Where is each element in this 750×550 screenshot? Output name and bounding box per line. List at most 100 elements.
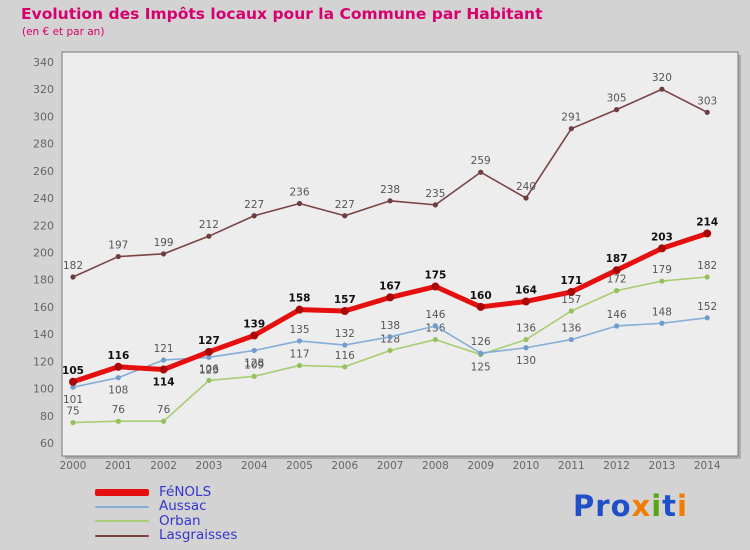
data-label: 138 <box>380 320 400 332</box>
data-point <box>431 282 440 291</box>
data-label: 303 <box>697 95 717 107</box>
data-label: 235 <box>425 188 445 200</box>
data-point <box>614 288 620 294</box>
data-point <box>387 347 393 354</box>
data-label: 114 <box>153 377 175 389</box>
data-label: 179 <box>652 264 672 276</box>
data-label: 126 <box>471 336 491 348</box>
legend-label-fenols: FéNOLS <box>159 483 212 500</box>
data-label: 172 <box>607 274 627 286</box>
x-tick-label: 2010 <box>513 460 540 472</box>
series-Aussac: 101 108 121 123 128 135 132 138 146 126 130 136 146 1… <box>63 301 717 406</box>
data-point <box>161 357 167 363</box>
data-label: 320 <box>652 72 672 84</box>
proxiti-logo[interactable]: Proxiti <box>573 489 688 523</box>
y-tick-label: 100 <box>33 383 54 396</box>
data-point <box>70 274 76 280</box>
data-label: 108 <box>108 385 128 397</box>
data-label: 212 <box>199 219 219 231</box>
data-label: 236 <box>289 187 309 199</box>
data-point <box>523 336 529 343</box>
x-tick-label: 2012 <box>603 460 630 472</box>
data-label: 240 <box>516 181 536 193</box>
x-tick-label: 2008 <box>422 460 449 472</box>
data-label: 182 <box>697 260 717 272</box>
data-point <box>159 365 168 374</box>
data-point <box>567 287 576 296</box>
data-point <box>523 195 529 201</box>
data-label: 136 <box>425 323 445 335</box>
data-point <box>251 373 257 379</box>
legend-swatch-fenols <box>95 488 149 496</box>
y-tick-label: 120 <box>33 355 54 368</box>
data-label: 136 <box>561 323 581 335</box>
data-point <box>612 266 621 275</box>
data-point <box>703 229 712 238</box>
data-label: 164 <box>515 284 537 296</box>
data-point <box>69 377 77 386</box>
x-tick-label: 2005 <box>286 460 313 472</box>
data-label: 160 <box>470 290 492 302</box>
data-label: 259 <box>471 155 491 167</box>
data-label: 203 <box>651 231 673 243</box>
data-label: 238 <box>380 184 400 196</box>
y-tick-label: 180 <box>33 274 54 287</box>
data-label: 175 <box>424 270 446 282</box>
data-label: 121 <box>154 343 174 355</box>
data-point <box>342 364 348 370</box>
data-label: 106 <box>199 363 219 375</box>
data-label: 109 <box>244 359 264 371</box>
data-point <box>657 244 666 253</box>
y-tick-label: 280 <box>33 138 54 151</box>
data-label: 128 <box>244 357 264 369</box>
data-label: 130 <box>516 355 536 367</box>
data-label: 158 <box>289 293 311 305</box>
data-point <box>296 338 303 344</box>
data-label: 157 <box>334 294 356 306</box>
data-label: 187 <box>606 253 628 265</box>
data-label: 182 <box>63 260 83 272</box>
y-tick-label: 60 <box>40 437 54 450</box>
data-point <box>115 418 121 424</box>
data-point <box>478 350 484 356</box>
data-label: 132 <box>335 328 355 340</box>
data-point <box>568 308 574 314</box>
data-label: 227 <box>244 199 264 211</box>
logo-letter: r <box>595 489 611 523</box>
data-label: 146 <box>607 309 627 321</box>
data-point <box>704 274 710 280</box>
x-tick-label: 2003 <box>196 460 223 472</box>
data-point <box>568 336 574 343</box>
chart-title: Evolution des Impôts locaux pour la Comm… <box>21 5 543 23</box>
data-label: 148 <box>652 306 672 318</box>
data-point <box>432 202 438 208</box>
logo-letter: P <box>572 489 596 523</box>
data-label: 146 <box>425 309 445 321</box>
legend-item-aussac: Aussac <box>95 500 237 513</box>
data-point <box>296 362 303 369</box>
data-point <box>340 307 349 316</box>
data-point <box>251 213 257 219</box>
legend-swatch-lasgraisses <box>95 534 149 537</box>
data-point <box>387 334 393 340</box>
data-point <box>342 213 348 219</box>
data-point <box>70 419 76 426</box>
data-point <box>206 377 212 384</box>
data-point <box>114 362 123 371</box>
y-tick-label: 340 <box>33 56 54 69</box>
data-point <box>659 320 665 326</box>
y-tick-label: 80 <box>40 410 54 423</box>
data-label: 171 <box>560 275 582 287</box>
legend-label-orban: Orban <box>159 512 201 529</box>
logo-letter: o <box>610 489 632 523</box>
data-point <box>70 384 76 390</box>
data-point <box>523 345 529 351</box>
data-point <box>386 293 395 302</box>
x-tick-label: 2006 <box>331 460 358 472</box>
chart-subtitle: (en € et par an) <box>22 26 105 38</box>
y-tick-label: 160 <box>33 301 54 314</box>
data-label: 305 <box>607 93 627 105</box>
chart-canvas: 60 80 100 120 140 160 180 200 220 240 260 280 300 320… <box>33 51 741 472</box>
data-point <box>115 375 121 381</box>
legend-label-lasgraisses: Lasgraisses <box>159 527 238 544</box>
